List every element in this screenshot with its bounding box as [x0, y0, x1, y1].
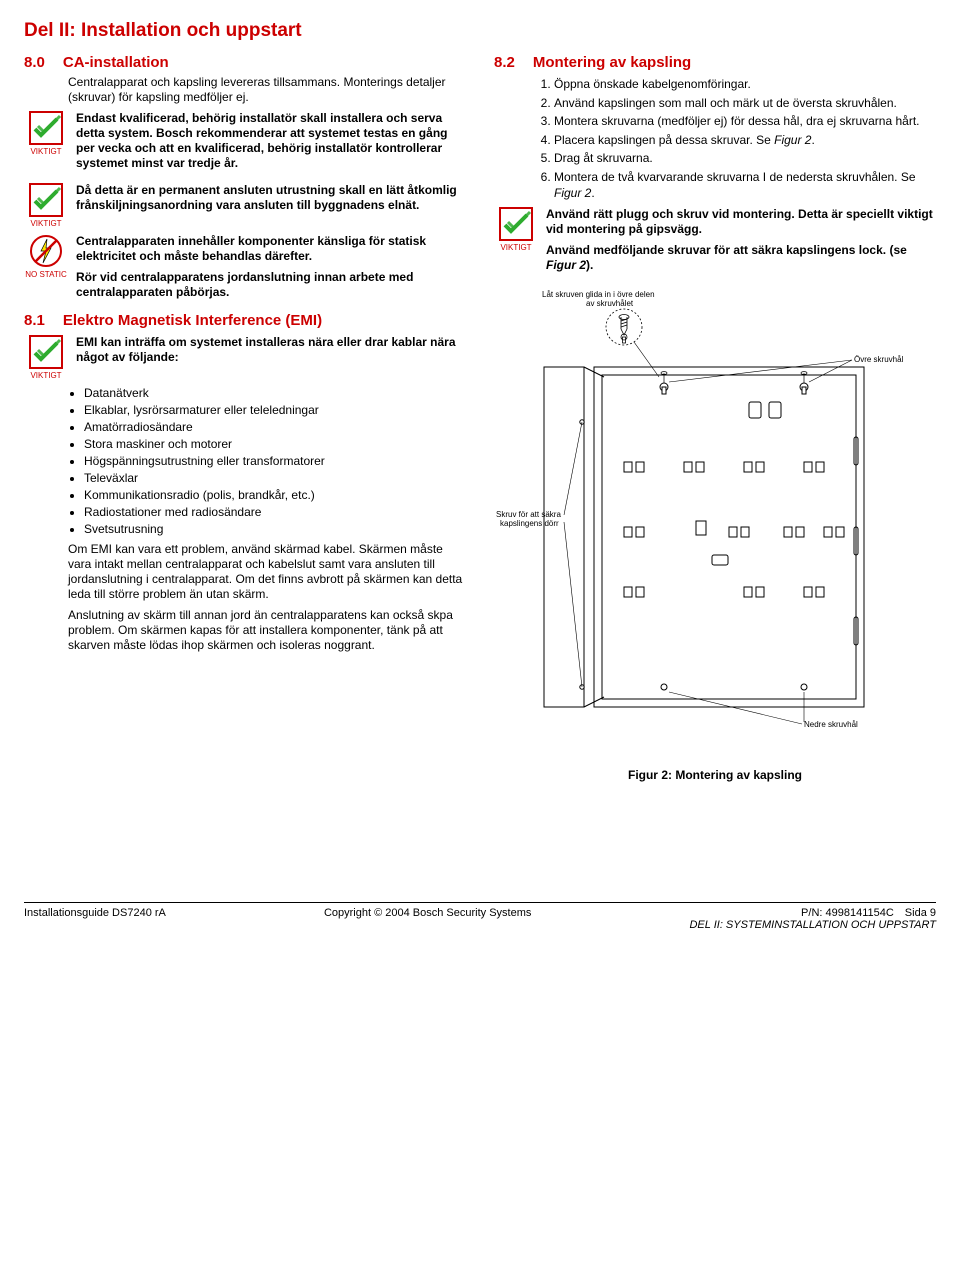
list-item: Amatörradiosändare	[84, 420, 466, 434]
diagram-label-lower: Nedre skruvhål	[804, 720, 858, 729]
list-item: Televäxlar	[84, 471, 466, 485]
mounting-steps: Öppna önskade kabelgenomföringar. Använd…	[536, 77, 936, 201]
list-item: Drag åt skruvarna.	[554, 151, 936, 167]
note-text: Då detta är en permanent ansluten utrust…	[76, 183, 466, 228]
section-title: Montering av kapsling	[533, 54, 691, 71]
list-item: Radiostationer med radiosändare	[84, 505, 466, 519]
important-note-2: VIKTIGT Då detta är en permanent anslute…	[24, 183, 466, 228]
list-item: Montera skruvarna (medföljer ej) för des…	[554, 114, 936, 130]
list-item: Svetsutrusning	[84, 522, 466, 536]
right-column: 8.2 Montering av kapsling Öppna önskade …	[494, 50, 936, 782]
note-text: EMI kan inträffa om systemet installeras…	[76, 335, 466, 380]
section-8-2-heading: 8.2 Montering av kapsling	[494, 54, 936, 71]
diagram-label-door2: kapslingens dörr	[500, 519, 559, 528]
section-number: 8.1	[24, 312, 45, 329]
list-item: Högspänningsutrustning eller transformat…	[84, 454, 466, 468]
section-number: 8.2	[494, 54, 515, 71]
section-title: CA-installation	[63, 54, 169, 71]
diagram-label-door1: Skruv för att säkra	[496, 510, 561, 519]
footer-right: P/N: 4998141154C Sida 9 DEL II: SYSTEMIN…	[689, 907, 936, 931]
icon-label: VIKTIGT	[500, 243, 531, 252]
list-item: Använd kapslingen som mall och märk ut d…	[554, 96, 936, 112]
viktigt-icon: VIKTIGT	[494, 207, 538, 279]
figure-2-diagram: Låt skruven glida in i övre delen av skr…	[494, 287, 936, 782]
icon-label: VIKTIGT	[30, 371, 61, 380]
list-item: Kommunikationsradio (polis, brandkår, et…	[84, 488, 466, 502]
note-text: Använd rätt plugg och skruv vid monterin…	[546, 207, 936, 279]
list-item: Elkablar, lysrörsarmaturer eller teleled…	[84, 403, 466, 417]
note-text: Endast kvalificerad, behörig installatör…	[76, 111, 466, 177]
footer-center: Copyright © 2004 Bosch Security Systems	[324, 907, 531, 931]
page-footer: Installationsguide DS7240 rA Copyright ©…	[24, 902, 936, 931]
note-text: Centralapparaten innehåller komponenter …	[76, 234, 466, 306]
viktigt-icon: VIKTIGT	[24, 183, 68, 228]
important-note-mount: VIKTIGT Använd rätt plugg och skruv vid …	[494, 207, 936, 279]
section-title: Elektro Magnetisk Interference (EMI)	[63, 312, 322, 329]
no-static-note: NO STATIC Centralapparaten innehåller ko…	[24, 234, 466, 306]
left-column: 8.0 CA-installation Centralapparat och k…	[24, 50, 466, 782]
icon-label: NO STATIC	[25, 270, 66, 279]
page-title: Del II: Installation och uppstart	[24, 20, 936, 42]
list-item: Stora maskiner och motorer	[84, 437, 466, 451]
diagram-label-top: Låt skruven glida in i övre delen	[542, 290, 655, 299]
important-note-emi: VIKTIGT EMI kan inträffa om systemet ins…	[24, 335, 466, 380]
emi-bullet-list: Datanätverk Elkablar, lysrörsarmaturer e…	[84, 386, 466, 536]
list-item: Öppna önskade kabelgenomföringar.	[554, 77, 936, 93]
important-note-1: VIKTIGT Endast kvalificerad, behörig ins…	[24, 111, 466, 177]
diagram-label-top2: av skruvhålet	[586, 299, 634, 308]
list-item: Montera de två kvarvarande skruvarna I d…	[554, 170, 936, 201]
intro-paragraph: Centralapparat och kapsling levereras ti…	[68, 75, 466, 105]
body-paragraph: Om EMI kan vara ett problem, använd skär…	[68, 542, 466, 602]
viktigt-icon: VIKTIGT	[24, 335, 68, 380]
section-number: 8.0	[24, 54, 45, 71]
list-item: Datanätverk	[84, 386, 466, 400]
diagram-label-upper: Övre skruvhål	[854, 355, 904, 364]
two-column-layout: 8.0 CA-installation Centralapparat och k…	[24, 50, 936, 782]
section-8-0-heading: 8.0 CA-installation	[24, 54, 466, 71]
figure-caption: Figur 2: Montering av kapsling	[494, 768, 936, 782]
section-8-1-heading: 8.1 Elektro Magnetisk Interference (EMI)	[24, 312, 466, 329]
list-item: Placera kapslingen på dessa skruvar. Se …	[554, 133, 936, 149]
viktigt-icon: VIKTIGT	[24, 111, 68, 177]
body-paragraph: Anslutning av skärm till annan jord än c…	[68, 608, 466, 653]
footer-left: Installationsguide DS7240 rA	[24, 907, 166, 931]
icon-label: VIKTIGT	[30, 219, 61, 228]
icon-label: VIKTIGT	[30, 147, 61, 156]
no-static-icon: NO STATIC	[24, 234, 68, 306]
